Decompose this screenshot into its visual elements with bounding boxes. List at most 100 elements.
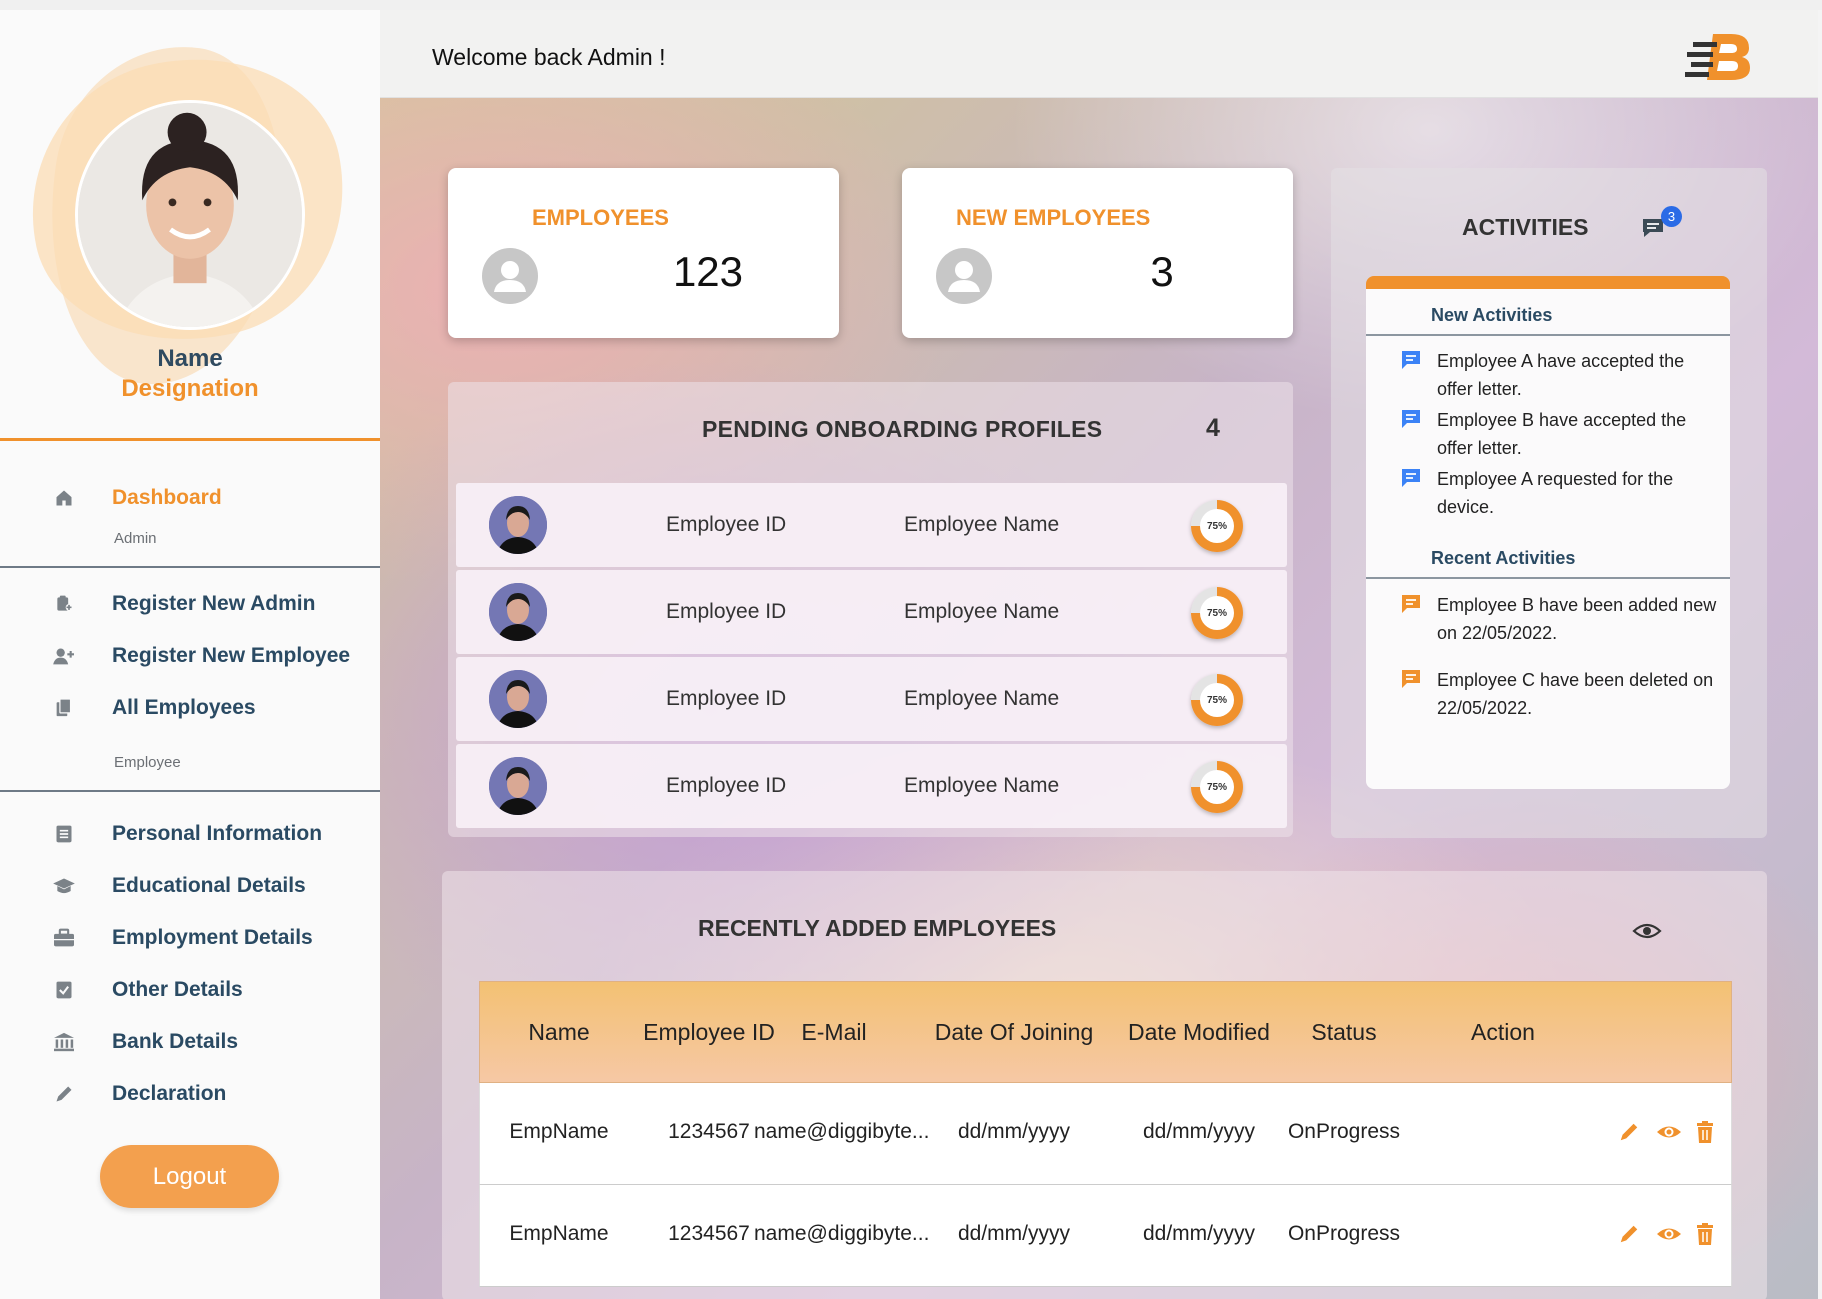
sidebar-item-label: Declaration <box>112 1082 227 1105</box>
activities-title: ACTIVITIES <box>1462 214 1589 240</box>
cell-status: OnProgress <box>1287 1222 1401 1245</box>
profile-divider <box>0 438 380 441</box>
new-employees-card-title: NEW EMPLOYEES <box>956 205 1151 230</box>
table-row[interactable]: EmpName 1234567 name@diggibyte... dd/mm/… <box>479 1083 1732 1185</box>
profile-avatar[interactable] <box>75 100 305 330</box>
progress-donut: 75% <box>1191 761 1243 813</box>
column-header[interactable]: Name <box>528 1019 590 1045</box>
view-icon[interactable] <box>1656 1121 1682 1143</box>
pending-row[interactable]: Employee ID Employee Name 75% <box>456 570 1287 654</box>
edit-icon[interactable] <box>1618 1121 1640 1143</box>
user-icon <box>482 248 538 304</box>
profile-designation: Designation <box>121 375 259 402</box>
logout-button[interactable]: Logout <box>100 1145 279 1208</box>
graduation-cap-icon <box>52 874 76 898</box>
activity-text: Employee C have been deleted on 22/05/20… <box>1437 670 1714 718</box>
progress-donut: 75% <box>1191 500 1243 552</box>
checklist-icon <box>52 978 76 1002</box>
pending-row[interactable]: Employee ID Employee Name 75% <box>456 657 1287 741</box>
message-icon <box>1400 349 1422 371</box>
recent-title: RECENTLY ADDED EMPLOYEES <box>698 915 1057 941</box>
column-header[interactable]: E-Mail <box>801 1019 867 1045</box>
sidebar-item-label: Register New Admin <box>112 592 316 615</box>
sidebar: Name Designation Dashboard Admin Registe… <box>0 10 380 1299</box>
column-header[interactable]: Date Modified <box>1128 1019 1270 1045</box>
employees-card-title: EMPLOYEES <box>532 205 669 230</box>
column-header[interactable]: Date Of Joining <box>934 1019 1094 1045</box>
briefcase-icon <box>52 926 76 950</box>
message-icon <box>1400 408 1422 430</box>
pending-row[interactable]: Employee ID Employee Name 75% <box>456 483 1287 567</box>
employees-card[interactable]: EMPLOYEES 123 <box>448 168 839 338</box>
pencil-icon <box>52 1082 76 1106</box>
delete-icon[interactable] <box>1696 1121 1714 1143</box>
header: Welcome back Admin ! <box>380 10 1818 98</box>
cell-employee-id: 1234567 <box>668 1120 750 1143</box>
activity-item[interactable]: Employee B have accepted the offer lette… <box>1400 406 1720 462</box>
divider <box>1366 577 1730 579</box>
sidebar-item-register-new-employee[interactable]: Register New Employee <box>52 640 350 672</box>
progress-value: 75% <box>1200 596 1234 630</box>
sidebar-item-all-employees[interactable]: All Employees <box>52 692 256 724</box>
progress-donut: 75% <box>1191 587 1243 639</box>
view-all-eye-icon[interactable] <box>1632 919 1662 943</box>
recently-added-panel: RECENTLY ADDED EMPLOYEES Name Employee I… <box>442 871 1767 1299</box>
activities-panel: ACTIVITIES 3 New Activities Employee A h… <box>1331 168 1767 838</box>
delete-icon[interactable] <box>1696 1223 1714 1245</box>
activity-item[interactable]: Employee A requested for the device. <box>1400 465 1720 521</box>
activity-text: Employee A have accepted the offer lette… <box>1437 351 1685 399</box>
sidebar-item-declaration[interactable]: Declaration <box>52 1078 226 1110</box>
column-header[interactable]: Employee ID <box>643 1019 775 1045</box>
home-icon <box>52 486 76 510</box>
message-icon <box>1400 668 1422 690</box>
sidebar-item-register-new-admin[interactable]: Register New Admin <box>52 588 315 620</box>
register-admin-icon <box>52 592 76 616</box>
activity-item[interactable]: Employee B have been added new on 22/05/… <box>1400 591 1720 647</box>
sidebar-item-other-details[interactable]: Other Details <box>52 974 243 1006</box>
employee-name: Employee Name <box>904 600 1060 623</box>
employee-name: Employee Name <box>904 774 1060 797</box>
employee-name: Employee Name <box>904 687 1060 710</box>
employee-name: Employee Name <box>904 513 1060 536</box>
profile-name: Name <box>157 345 223 372</box>
add-user-icon <box>52 644 76 668</box>
activity-text: Employee B have accepted the offer lette… <box>1437 410 1687 458</box>
cell-email: name@diggibyte... <box>754 1222 930 1245</box>
table-row[interactable]: EmpName 1234567 name@diggibyte... dd/mm/… <box>479 1185 1732 1287</box>
sidebar-item-dashboard[interactable]: Dashboard <box>52 482 222 514</box>
sidebar-item-label: Other Details <box>112 978 243 1001</box>
edit-icon[interactable] <box>1618 1223 1640 1245</box>
pending-row[interactable]: Employee ID Employee Name 75% <box>456 744 1287 828</box>
cell-date-modified: dd/mm/yyyy <box>1142 1120 1255 1143</box>
new-employees-card[interactable]: NEW EMPLOYEES 3 <box>902 168 1293 338</box>
profile-section: Name Designation <box>0 10 380 440</box>
section-label-employee: Employee <box>114 754 181 771</box>
sidebar-item-employment-details[interactable]: Employment Details <box>52 922 313 954</box>
activities-list: New Activities Employee A have accepted … <box>1366 276 1730 789</box>
cell-employee-id: 1234567 <box>668 1222 750 1245</box>
user-icon <box>936 248 992 304</box>
employees-count: 123 <box>672 248 744 295</box>
view-icon[interactable] <box>1656 1223 1682 1245</box>
employee-avatar <box>489 496 547 554</box>
progress-donut: 75% <box>1191 674 1243 726</box>
sidebar-item-bank-details[interactable]: Bank Details <box>52 1026 238 1058</box>
activity-item[interactable]: Employee A have accepted the offer lette… <box>1400 347 1720 403</box>
form-icon <box>52 822 76 846</box>
sidebar-item-label: Employment Details <box>112 926 313 949</box>
notification-badge: 3 <box>1661 206 1682 227</box>
pending-title: PENDING ONBOARDING PROFILES <box>702 416 1103 442</box>
main-content: Welcome back Admin ! EMPLOYEES 123 NEW E… <box>380 10 1818 1299</box>
message-icon <box>1400 467 1422 489</box>
top-strip <box>0 0 1822 10</box>
welcome-message: Welcome back Admin ! <box>432 44 666 70</box>
column-header[interactable]: Status <box>1311 1019 1377 1045</box>
company-logo[interactable] <box>1683 28 1753 84</box>
chat-icon[interactable] <box>1641 216 1667 240</box>
section-label-admin: Admin <box>114 530 157 547</box>
employee-avatar <box>489 583 547 641</box>
sidebar-item-educational-details[interactable]: Educational Details <box>52 870 306 902</box>
sidebar-item-label: Register New Employee <box>112 644 351 667</box>
sidebar-item-personal-information[interactable]: Personal Information <box>52 818 322 850</box>
activity-item[interactable]: Employee C have been deleted on 22/05/20… <box>1400 666 1720 722</box>
